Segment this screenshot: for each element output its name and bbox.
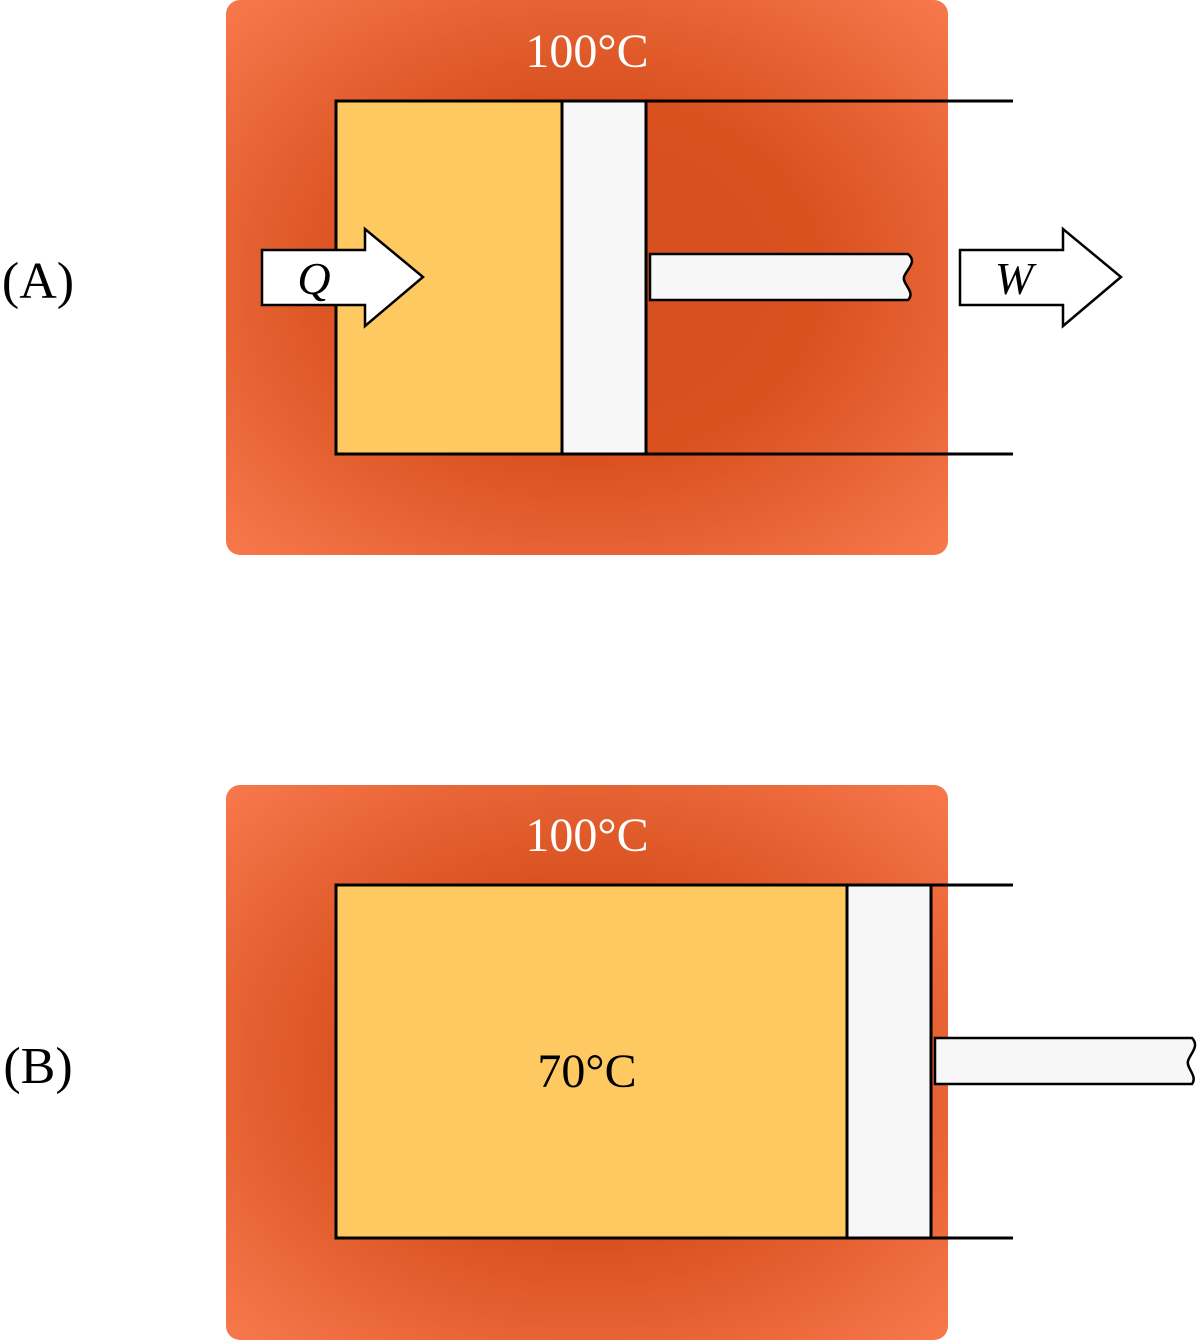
- piston-rod-a: [648, 252, 914, 302]
- gas-b: [334, 883, 849, 1240]
- reservoir-temp-label-b: 100°C: [525, 809, 648, 862]
- piston-rod-b: [933, 1036, 1197, 1086]
- panel-a: (A) 100°C Q W: [2, 0, 1123, 555]
- panel-b: (B) 100°C 70°C: [3, 785, 1197, 1340]
- heat-arrow-a: [260, 226, 425, 329]
- piston-head-b: [845, 883, 933, 1240]
- heat-arrow-label: Q: [297, 253, 330, 304]
- gas-temp-label-b: 70°C: [537, 1045, 636, 1098]
- reservoir-temp-label-a: 100°C: [525, 25, 648, 78]
- work-arrow-a: [958, 226, 1123, 329]
- piston-head-a: [560, 99, 648, 456]
- panel-b-label: (B): [3, 1038, 72, 1095]
- work-arrow-label: W: [995, 253, 1037, 304]
- panel-a-label: (A): [2, 253, 74, 310]
